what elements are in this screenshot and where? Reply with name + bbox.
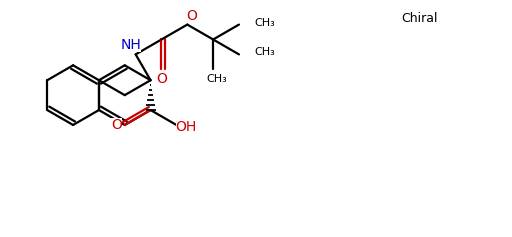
Text: NH: NH xyxy=(120,38,141,52)
Text: CH₃: CH₃ xyxy=(255,47,275,57)
Text: CH₃: CH₃ xyxy=(207,74,227,84)
Text: OH: OH xyxy=(176,120,197,134)
Text: CH₃: CH₃ xyxy=(255,18,275,27)
Text: O: O xyxy=(111,118,122,132)
Text: O: O xyxy=(186,9,197,23)
Text: O: O xyxy=(156,72,167,86)
Text: Chiral: Chiral xyxy=(401,12,437,25)
